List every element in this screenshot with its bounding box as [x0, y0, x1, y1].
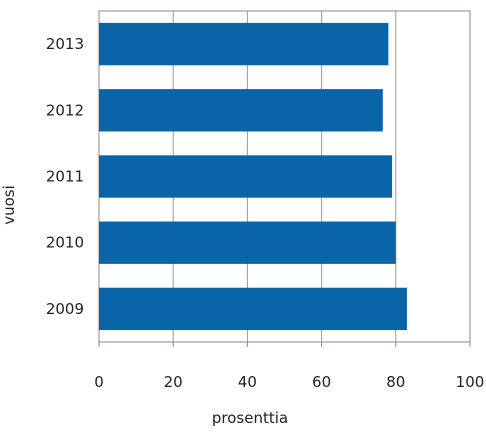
y-tick-label-2009: 2009 — [46, 300, 84, 318]
x-tick-label-0: 0 — [94, 373, 104, 391]
bar-2012 — [99, 89, 383, 132]
y-tick-label-2011: 2011 — [46, 168, 84, 186]
x-axis-tick-labels: 0 20 40 60 80 100 — [94, 342, 484, 391]
x-tick-label-20: 20 — [164, 373, 183, 391]
x-tick-label-100: 100 — [456, 373, 485, 391]
y-tick-label-2010: 2010 — [46, 234, 84, 252]
y-tick-label-2012: 2012 — [46, 101, 84, 119]
x-tick-label-60: 60 — [312, 373, 331, 391]
bar-2011 — [99, 155, 393, 198]
bar-2009 — [99, 287, 407, 331]
y-axis-tick-labels: 2013 2012 2011 2010 2009 — [46, 35, 84, 318]
bars — [99, 22, 407, 331]
y-tick-label-2013: 2013 — [46, 35, 84, 53]
bar-2013 — [99, 22, 389, 66]
y-axis-title: vuosi — [0, 185, 18, 225]
bar-2010 — [99, 221, 396, 264]
x-tick-label-80: 80 — [386, 373, 405, 391]
x-tick-label-40: 40 — [238, 373, 257, 391]
x-axis-title: prosenttia — [212, 409, 288, 427]
